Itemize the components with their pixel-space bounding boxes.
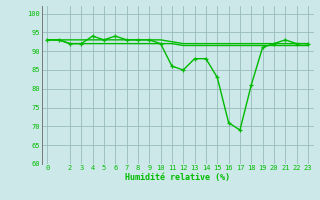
X-axis label: Humidité relative (%): Humidité relative (%) <box>125 173 230 182</box>
